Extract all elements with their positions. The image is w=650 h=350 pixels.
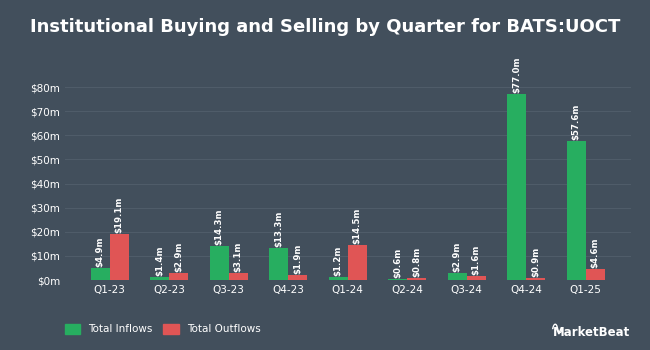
Bar (526, 278, 545, 280)
Bar (448, 273, 467, 280)
Text: Institutional Buying and Selling by Quarter for BATS:UOCT: Institutional Buying and Selling by Quar… (30, 18, 620, 35)
Text: $1.6m: $1.6m (472, 245, 481, 275)
Text: $1.9m: $1.9m (293, 244, 302, 274)
Text: $19.1m: $19.1m (115, 197, 124, 233)
Text: $2.9m: $2.9m (453, 241, 461, 272)
Text: $1.4m: $1.4m (155, 245, 164, 276)
Bar (348, 245, 367, 280)
Text: ∿: ∿ (549, 320, 564, 338)
Text: $4.6m: $4.6m (591, 237, 600, 268)
Bar (110, 234, 129, 280)
Bar (567, 141, 586, 280)
Bar (408, 278, 426, 280)
Text: $3.1m: $3.1m (234, 241, 242, 272)
Text: $57.6m: $57.6m (572, 104, 580, 140)
Text: MarketBeat: MarketBeat (553, 327, 630, 340)
Bar (269, 248, 288, 280)
Text: $4.9m: $4.9m (96, 237, 105, 267)
Text: $14.3m: $14.3m (214, 208, 224, 245)
Text: $14.5m: $14.5m (353, 208, 362, 244)
Bar (329, 277, 348, 280)
Bar (507, 94, 526, 280)
Text: $0.6m: $0.6m (393, 247, 402, 278)
Text: $1.2m: $1.2m (333, 246, 343, 276)
Text: $0.8m: $0.8m (412, 247, 421, 277)
Bar (150, 276, 169, 280)
Text: $13.3m: $13.3m (274, 211, 283, 247)
Bar (210, 245, 229, 280)
Text: $2.9m: $2.9m (174, 241, 183, 272)
Bar (586, 269, 604, 280)
Bar (288, 275, 307, 280)
Bar (229, 273, 248, 280)
Bar (169, 273, 188, 280)
Text: $0.9m: $0.9m (531, 247, 540, 277)
Bar (467, 276, 486, 280)
Legend: Total Inflows, Total Outflows: Total Inflows, Total Outflows (64, 324, 261, 335)
Text: $77.0m: $77.0m (512, 57, 521, 93)
Bar (91, 268, 110, 280)
Bar (388, 279, 408, 280)
